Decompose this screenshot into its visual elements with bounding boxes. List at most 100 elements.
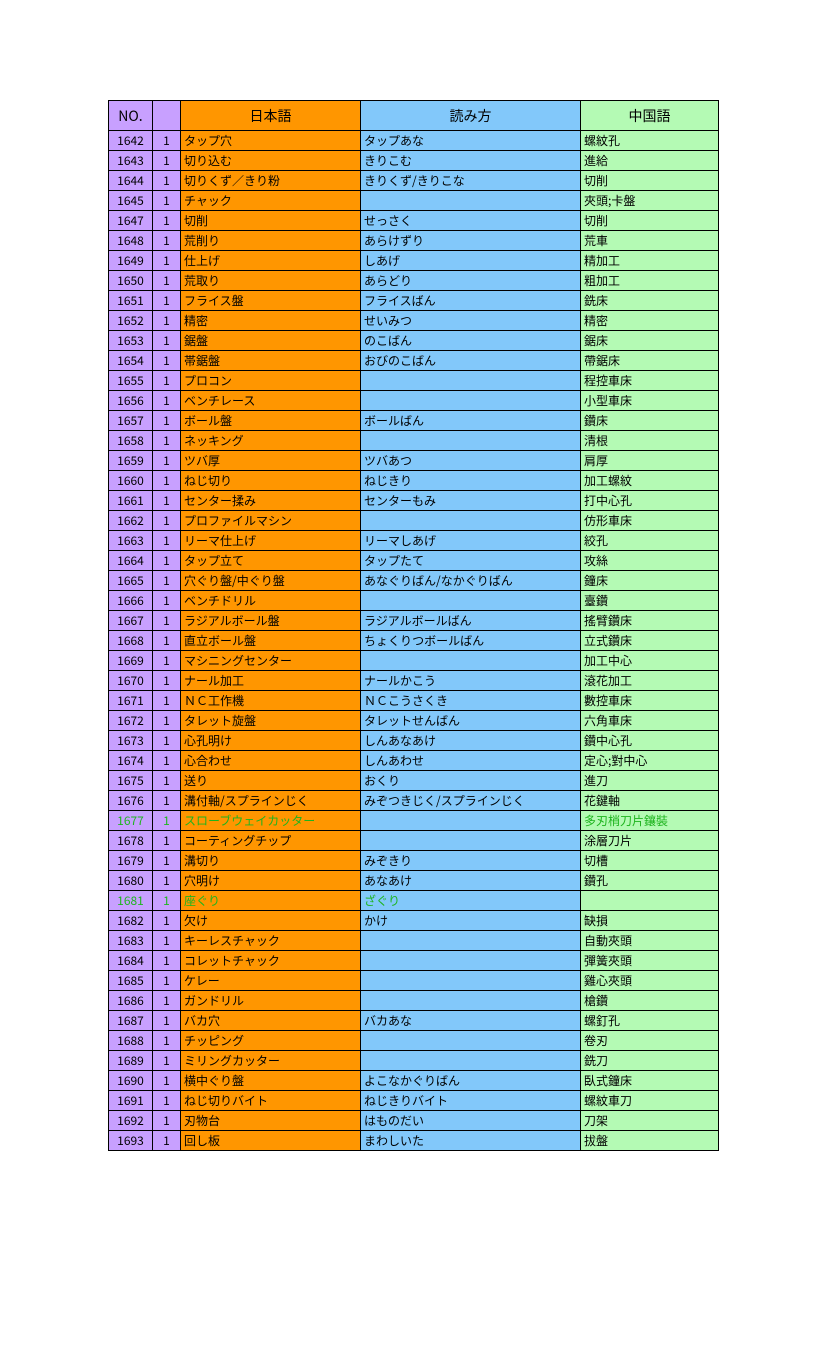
cell-no: 1691 [109,1091,153,1111]
cell-no: 1674 [109,751,153,771]
cell-blank: 1 [153,971,181,991]
cell-cn: 鐘床 [581,571,719,591]
cell-blank: 1 [153,791,181,811]
cell-read: あなあけ [361,871,581,891]
cell-blank: 1 [153,491,181,511]
table-row: 16881チッピング卷刃 [109,1031,719,1051]
cell-no: 1683 [109,931,153,951]
header-jp: 日本語 [181,101,361,131]
table-row: 16451チャック夾頭;卡盤 [109,191,719,211]
cell-jp: 仕上げ [181,251,361,271]
cell-read: ラジアルボールばん [361,611,581,631]
table-row: 16701ナール加工ナールかこう滾花加工 [109,671,719,691]
cell-jp: 心合わせ [181,751,361,771]
cell-cn: 滾花加工 [581,671,719,691]
cell-blank: 1 [153,451,181,471]
cell-blank: 1 [153,871,181,891]
cell-jp: ネッキング [181,431,361,451]
cell-blank: 1 [153,511,181,531]
cell-jp: ねじ切り [181,471,361,491]
table-row: 16891ミリングカッター銑刀 [109,1051,719,1071]
cell-read: あらどり [361,271,581,291]
cell-jp: ねじ切りバイト [181,1091,361,1111]
cell-jp: 精密 [181,311,361,331]
table-row: 16751送りおくり進刀 [109,771,719,791]
cell-read: タレットせんばん [361,711,581,731]
cell-no: 1650 [109,271,153,291]
cell-read: しんあなあけ [361,731,581,751]
cell-read: リーマしあげ [361,531,581,551]
cell-jp: ボール盤 [181,411,361,431]
table-row: 16671ラジアルボール盤ラジアルボールばん搖臂鑽床 [109,611,719,631]
cell-read [361,1051,581,1071]
cell-cn: 六角車床 [581,711,719,731]
cell-blank: 1 [153,311,181,331]
cell-read: ざぐり [361,891,581,911]
cell-blank: 1 [153,1031,181,1051]
cell-blank: 1 [153,551,181,571]
cell-no: 1643 [109,151,153,171]
table-row: 16801穴明けあなあけ鑽孔 [109,871,719,891]
cell-read: あらけずり [361,231,581,251]
cell-read: きりこむ [361,151,581,171]
cell-jp: 帯鋸盤 [181,351,361,371]
table-row: 16861ガンドリル槍鑽 [109,991,719,1011]
cell-no: 1682 [109,911,153,931]
cell-blank: 1 [153,431,181,451]
cell-read [361,651,581,671]
cell-cn: 鑽床 [581,411,719,431]
cell-cn: 絞孔 [581,531,719,551]
cell-blank: 1 [153,191,181,211]
cell-cn: 帶鋸床 [581,351,719,371]
cell-cn: 切槽 [581,851,719,871]
cell-no: 1655 [109,371,153,391]
cell-read [361,431,581,451]
header-no: NO. [109,101,153,131]
cell-cn: 涂層刀片 [581,831,719,851]
cell-read: みぞきり [361,851,581,871]
cell-cn: 搖臂鑽床 [581,611,719,631]
cell-jp: ベンチドリル [181,591,361,611]
cell-no: 1642 [109,131,153,151]
cell-jp: 送り [181,771,361,791]
table-row: 16871バカ穴バカあな螺釘孔 [109,1011,719,1031]
cell-jp: センター揉み [181,491,361,511]
cell-no: 1680 [109,871,153,891]
cell-read [361,1031,581,1051]
cell-jp: コーティングチップ [181,831,361,851]
cell-jp: リーマ仕上げ [181,531,361,551]
cell-blank: 1 [153,291,181,311]
cell-cn: 槍鑽 [581,991,719,1011]
cell-read: まわしいた [361,1131,581,1151]
cell-blank: 1 [153,1011,181,1031]
table-row: 16561ベンチレース小型車床 [109,391,719,411]
cell-jp: チッピング [181,1031,361,1051]
cell-jp: 切り込む [181,151,361,171]
cell-jp: 鋸盤 [181,331,361,351]
cell-read: みぞつきじく/スプラインじく [361,791,581,811]
cell-jp: コレットチャック [181,951,361,971]
cell-read: ボールばん [361,411,581,431]
cell-read: ねじきりバイト [361,1091,581,1111]
cell-jp: マシニングセンター [181,651,361,671]
header-cn: 中国語 [581,101,719,131]
cell-read: おくり [361,771,581,791]
cell-jp: キーレスチャック [181,931,361,951]
table-row: 16501荒取りあらどり粗加工 [109,271,719,291]
cell-read: かけ [361,911,581,931]
cell-no: 1688 [109,1031,153,1051]
cell-cn: 精密 [581,311,719,331]
cell-blank: 1 [153,471,181,491]
cell-blank: 1 [153,831,181,851]
cell-read [361,511,581,531]
cell-cn: 螺紋孔 [581,131,719,151]
cell-no: 1693 [109,1131,153,1151]
cell-cn: 加工中心 [581,651,719,671]
cell-jp: ケレー [181,971,361,991]
cell-blank: 1 [153,991,181,1011]
cell-blank: 1 [153,331,181,351]
table-row: 16581ネッキング清根 [109,431,719,451]
cell-blank: 1 [153,1071,181,1091]
cell-blank: 1 [153,691,181,711]
cell-no: 1681 [109,891,153,911]
